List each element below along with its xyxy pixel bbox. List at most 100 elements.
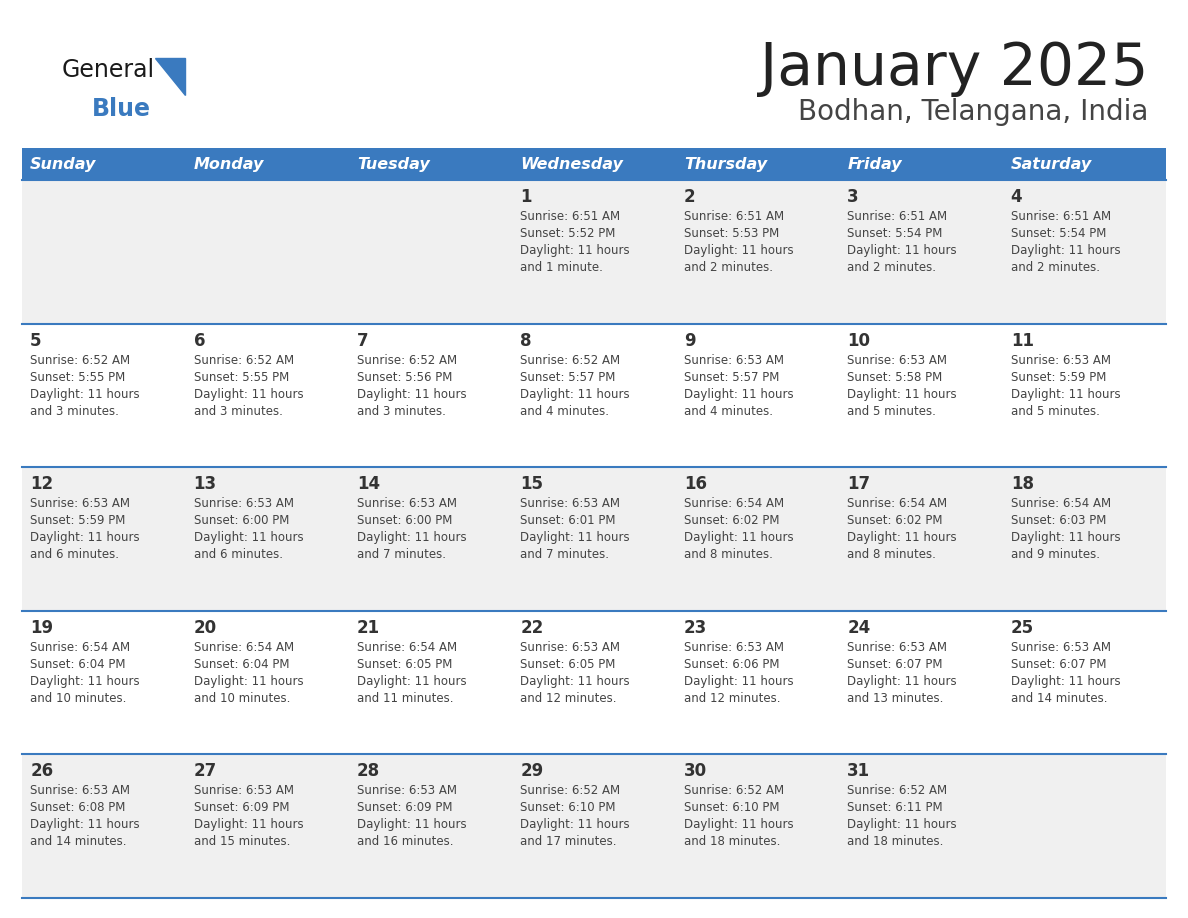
Text: 27: 27 — [194, 763, 217, 780]
Text: Sunrise: 6:52 AM: Sunrise: 6:52 AM — [847, 784, 948, 798]
Text: Daylight: 11 hours: Daylight: 11 hours — [1011, 387, 1120, 400]
Text: Sunrise: 6:53 AM: Sunrise: 6:53 AM — [1011, 641, 1111, 654]
Text: Daylight: 11 hours: Daylight: 11 hours — [358, 675, 467, 688]
Text: Sunset: 5:54 PM: Sunset: 5:54 PM — [847, 227, 943, 240]
Text: Daylight: 11 hours: Daylight: 11 hours — [847, 244, 958, 257]
Text: 15: 15 — [520, 476, 543, 493]
Text: Sunset: 5:55 PM: Sunset: 5:55 PM — [194, 371, 289, 384]
Text: Sunset: 6:04 PM: Sunset: 6:04 PM — [194, 658, 289, 671]
Text: Daylight: 11 hours: Daylight: 11 hours — [847, 675, 958, 688]
Text: Sunset: 5:58 PM: Sunset: 5:58 PM — [847, 371, 942, 384]
Text: Daylight: 11 hours: Daylight: 11 hours — [520, 675, 630, 688]
Text: Sunset: 6:04 PM: Sunset: 6:04 PM — [30, 658, 126, 671]
Text: Sunrise: 6:51 AM: Sunrise: 6:51 AM — [1011, 210, 1111, 223]
Text: Sunset: 5:54 PM: Sunset: 5:54 PM — [1011, 227, 1106, 240]
Text: Sunrise: 6:52 AM: Sunrise: 6:52 AM — [520, 784, 620, 798]
Text: Sunrise: 6:54 AM: Sunrise: 6:54 AM — [358, 641, 457, 654]
Text: Daylight: 11 hours: Daylight: 11 hours — [1011, 532, 1120, 544]
Text: Sunrise: 6:53 AM: Sunrise: 6:53 AM — [684, 641, 784, 654]
Text: Sunset: 5:53 PM: Sunset: 5:53 PM — [684, 227, 779, 240]
Text: and 6 minutes.: and 6 minutes. — [194, 548, 283, 561]
Text: and 6 minutes.: and 6 minutes. — [30, 548, 119, 561]
Text: Daylight: 11 hours: Daylight: 11 hours — [1011, 675, 1120, 688]
Text: and 13 minutes.: and 13 minutes. — [847, 692, 943, 705]
Text: 10: 10 — [847, 331, 871, 350]
Text: Sunrise: 6:52 AM: Sunrise: 6:52 AM — [684, 784, 784, 798]
Text: Sunrise: 6:54 AM: Sunrise: 6:54 AM — [30, 641, 131, 654]
Text: 21: 21 — [358, 619, 380, 637]
Text: and 2 minutes.: and 2 minutes. — [684, 261, 773, 274]
Text: Bodhan, Telangana, India: Bodhan, Telangana, India — [797, 98, 1148, 126]
Text: 6: 6 — [194, 331, 206, 350]
Text: 7: 7 — [358, 331, 368, 350]
Text: Sunset: 6:09 PM: Sunset: 6:09 PM — [194, 801, 289, 814]
Text: Sunrise: 6:54 AM: Sunrise: 6:54 AM — [847, 498, 948, 510]
Text: Daylight: 11 hours: Daylight: 11 hours — [358, 387, 467, 400]
Text: 25: 25 — [1011, 619, 1034, 637]
Text: Daylight: 11 hours: Daylight: 11 hours — [30, 532, 140, 544]
Text: Daylight: 11 hours: Daylight: 11 hours — [684, 387, 794, 400]
Text: 13: 13 — [194, 476, 216, 493]
Text: Sunrise: 6:51 AM: Sunrise: 6:51 AM — [684, 210, 784, 223]
Text: Daylight: 11 hours: Daylight: 11 hours — [520, 532, 630, 544]
Text: 30: 30 — [684, 763, 707, 780]
Text: Sunset: 6:10 PM: Sunset: 6:10 PM — [684, 801, 779, 814]
Text: Sunset: 6:02 PM: Sunset: 6:02 PM — [847, 514, 943, 527]
Text: Sunrise: 6:53 AM: Sunrise: 6:53 AM — [358, 498, 457, 510]
Text: Saturday: Saturday — [1011, 156, 1092, 172]
Text: and 5 minutes.: and 5 minutes. — [847, 405, 936, 418]
Text: Daylight: 11 hours: Daylight: 11 hours — [358, 819, 467, 832]
Text: and 10 minutes.: and 10 minutes. — [30, 692, 127, 705]
Text: Sunrise: 6:53 AM: Sunrise: 6:53 AM — [520, 498, 620, 510]
Text: and 14 minutes.: and 14 minutes. — [1011, 692, 1107, 705]
Text: Sunset: 5:59 PM: Sunset: 5:59 PM — [30, 514, 126, 527]
Text: Sunrise: 6:53 AM: Sunrise: 6:53 AM — [684, 353, 784, 366]
Text: and 3 minutes.: and 3 minutes. — [358, 405, 446, 418]
Text: and 11 minutes.: and 11 minutes. — [358, 692, 454, 705]
Text: 29: 29 — [520, 763, 544, 780]
Text: and 9 minutes.: and 9 minutes. — [1011, 548, 1100, 561]
Text: Sunset: 5:57 PM: Sunset: 5:57 PM — [520, 371, 615, 384]
Polygon shape — [154, 58, 185, 95]
Text: Sunset: 6:00 PM: Sunset: 6:00 PM — [194, 514, 289, 527]
Bar — [349, 148, 512, 180]
Text: Daylight: 11 hours: Daylight: 11 hours — [194, 387, 303, 400]
Text: 18: 18 — [1011, 476, 1034, 493]
Text: Daylight: 11 hours: Daylight: 11 hours — [684, 819, 794, 832]
Text: and 12 minutes.: and 12 minutes. — [684, 692, 781, 705]
Bar — [23, 467, 1165, 610]
Text: and 4 minutes.: and 4 minutes. — [520, 405, 609, 418]
Text: and 1 minute.: and 1 minute. — [520, 261, 604, 274]
Text: Tuesday: Tuesday — [358, 156, 430, 172]
Bar — [185, 148, 349, 180]
Text: Sunset: 5:52 PM: Sunset: 5:52 PM — [520, 227, 615, 240]
Text: Daylight: 11 hours: Daylight: 11 hours — [194, 819, 303, 832]
Text: 31: 31 — [847, 763, 871, 780]
Text: 17: 17 — [847, 476, 871, 493]
Text: Monday: Monday — [194, 156, 264, 172]
Text: Sunset: 6:01 PM: Sunset: 6:01 PM — [520, 514, 615, 527]
Bar — [23, 148, 185, 180]
Text: Sunrise: 6:53 AM: Sunrise: 6:53 AM — [847, 641, 947, 654]
Text: Daylight: 11 hours: Daylight: 11 hours — [847, 819, 958, 832]
Bar — [676, 148, 839, 180]
Text: and 18 minutes.: and 18 minutes. — [684, 835, 781, 848]
Text: Daylight: 11 hours: Daylight: 11 hours — [1011, 244, 1120, 257]
Text: Daylight: 11 hours: Daylight: 11 hours — [194, 675, 303, 688]
Text: Sunrise: 6:51 AM: Sunrise: 6:51 AM — [520, 210, 620, 223]
Bar — [512, 148, 676, 180]
Text: Sunrise: 6:53 AM: Sunrise: 6:53 AM — [847, 353, 947, 366]
Text: Daylight: 11 hours: Daylight: 11 hours — [520, 819, 630, 832]
Text: Sunrise: 6:53 AM: Sunrise: 6:53 AM — [358, 784, 457, 798]
Text: 28: 28 — [358, 763, 380, 780]
Text: and 3 minutes.: and 3 minutes. — [30, 405, 119, 418]
Text: Sunrise: 6:54 AM: Sunrise: 6:54 AM — [684, 498, 784, 510]
Text: 12: 12 — [30, 476, 53, 493]
Bar — [23, 324, 1165, 467]
Text: Friday: Friday — [847, 156, 902, 172]
Text: 23: 23 — [684, 619, 707, 637]
Text: Sunset: 5:57 PM: Sunset: 5:57 PM — [684, 371, 779, 384]
Text: Daylight: 11 hours: Daylight: 11 hours — [847, 532, 958, 544]
Text: Sunset: 5:56 PM: Sunset: 5:56 PM — [358, 371, 453, 384]
Text: Daylight: 11 hours: Daylight: 11 hours — [684, 532, 794, 544]
